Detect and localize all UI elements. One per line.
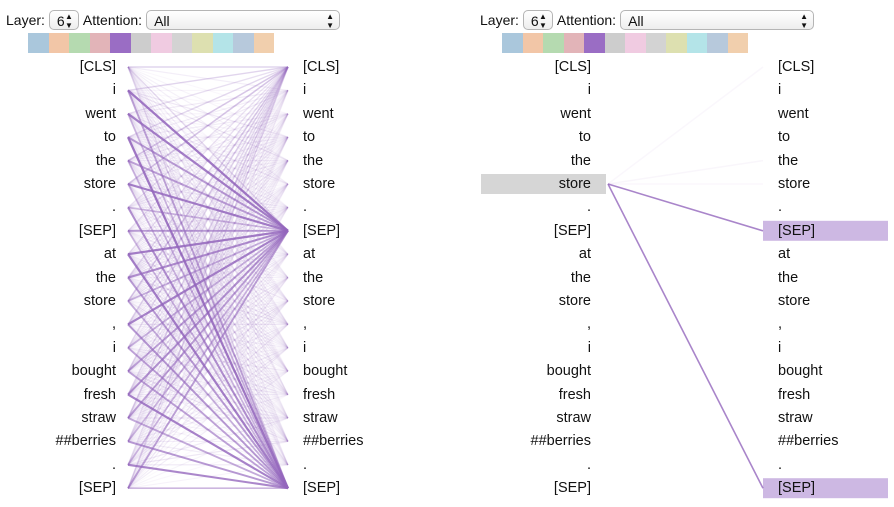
source-token[interactable]: straw xyxy=(6,408,116,428)
target-token[interactable]: the xyxy=(778,268,888,288)
target-token[interactable]: straw xyxy=(778,408,888,428)
source-token[interactable]: . xyxy=(481,197,591,217)
attention-link xyxy=(608,161,763,184)
source-token[interactable]: to xyxy=(481,127,591,147)
source-token[interactable]: bought xyxy=(6,361,116,381)
target-token[interactable]: the xyxy=(303,268,413,288)
source-token[interactable]: [CLS] xyxy=(6,57,116,77)
target-token[interactable]: fresh xyxy=(778,385,888,405)
attention-link-strong xyxy=(608,184,763,231)
attention-view-left: Layer: 6 ▲ ▼ Attention: All ▲ ▼ [CLS] [CLS]… xyxy=(0,0,420,507)
target-token[interactable]: ##berries xyxy=(303,431,413,451)
target-token[interactable]: fresh xyxy=(303,385,413,405)
source-token[interactable]: the xyxy=(481,268,591,288)
target-token[interactable]: bought xyxy=(778,361,888,381)
target-token[interactable]: . xyxy=(303,455,413,475)
target-token[interactable]: i xyxy=(303,80,413,100)
source-token[interactable]: , xyxy=(481,314,591,334)
target-token[interactable]: i xyxy=(778,338,888,358)
source-token[interactable]: , xyxy=(6,314,116,334)
source-token[interactable]: i xyxy=(6,338,116,358)
source-token[interactable]: went xyxy=(481,104,591,124)
target-token[interactable]: bought xyxy=(303,361,413,381)
target-token[interactable]: , xyxy=(778,314,888,334)
target-token[interactable]: the xyxy=(778,151,888,171)
target-token[interactable]: at xyxy=(303,244,413,264)
source-token[interactable]: at xyxy=(6,244,116,264)
source-token[interactable]: store xyxy=(6,174,116,194)
source-token[interactable]: . xyxy=(6,455,116,475)
target-token[interactable]: [CLS] xyxy=(778,57,888,77)
target-token[interactable]: . xyxy=(778,455,888,475)
source-token[interactable]: went xyxy=(6,104,116,124)
target-token[interactable]: . xyxy=(303,197,413,217)
source-token[interactable]: the xyxy=(6,268,116,288)
source-token[interactable]: the xyxy=(6,151,116,171)
source-token[interactable]: fresh xyxy=(6,385,116,405)
source-token[interactable]: . xyxy=(6,197,116,217)
source-token[interactable]: i xyxy=(481,338,591,358)
target-token[interactable]: went xyxy=(778,104,888,124)
attention-link-strong xyxy=(608,184,763,488)
source-token[interactable]: ##berries xyxy=(481,431,591,451)
target-token[interactable]: [SEP] xyxy=(303,221,413,241)
target-token[interactable]: to xyxy=(303,127,413,147)
target-token[interactable]: at xyxy=(778,244,888,264)
source-token[interactable]: the xyxy=(481,151,591,171)
target-token[interactable]: ##berries xyxy=(778,431,888,451)
attention-link xyxy=(608,67,763,184)
target-token[interactable]: store xyxy=(778,291,888,311)
target-token[interactable]: store xyxy=(303,291,413,311)
target-token[interactable]: [SEP] xyxy=(303,478,413,498)
target-token[interactable]: to xyxy=(778,127,888,147)
source-token[interactable]: straw xyxy=(481,408,591,428)
source-token[interactable]: [SEP] xyxy=(481,478,591,498)
attention-view-right: Layer: 6 ▲ ▼ Attention: All ▲ ▼ [CLS] [CLS]… xyxy=(474,0,894,507)
target-token[interactable]: [CLS] xyxy=(303,57,413,77)
source-token[interactable]: i xyxy=(481,80,591,100)
source-token[interactable]: [SEP] xyxy=(6,221,116,241)
target-token[interactable]: i xyxy=(778,80,888,100)
source-token[interactable]: [CLS] xyxy=(481,57,591,77)
target-token[interactable]: store xyxy=(303,174,413,194)
target-token[interactable]: [SEP] xyxy=(778,221,888,241)
source-token[interactable]: store xyxy=(6,291,116,311)
source-token[interactable]: ##berries xyxy=(6,431,116,451)
target-token[interactable]: store xyxy=(778,174,888,194)
target-token[interactable]: went xyxy=(303,104,413,124)
source-token[interactable]: fresh xyxy=(481,385,591,405)
source-token[interactable]: to xyxy=(6,127,116,147)
target-token[interactable]: straw xyxy=(303,408,413,428)
source-token[interactable]: store xyxy=(481,174,591,194)
source-token[interactable]: store xyxy=(481,291,591,311)
target-token[interactable]: the xyxy=(303,151,413,171)
source-token[interactable]: i xyxy=(6,80,116,100)
source-token[interactable]: [SEP] xyxy=(6,478,116,498)
source-token[interactable]: . xyxy=(481,455,591,475)
target-token[interactable]: [SEP] xyxy=(778,478,888,498)
target-token[interactable]: , xyxy=(303,314,413,334)
source-token[interactable]: at xyxy=(481,244,591,264)
source-token[interactable]: [SEP] xyxy=(481,221,591,241)
target-token[interactable]: . xyxy=(778,197,888,217)
target-token[interactable]: i xyxy=(303,338,413,358)
source-token[interactable]: bought xyxy=(481,361,591,381)
